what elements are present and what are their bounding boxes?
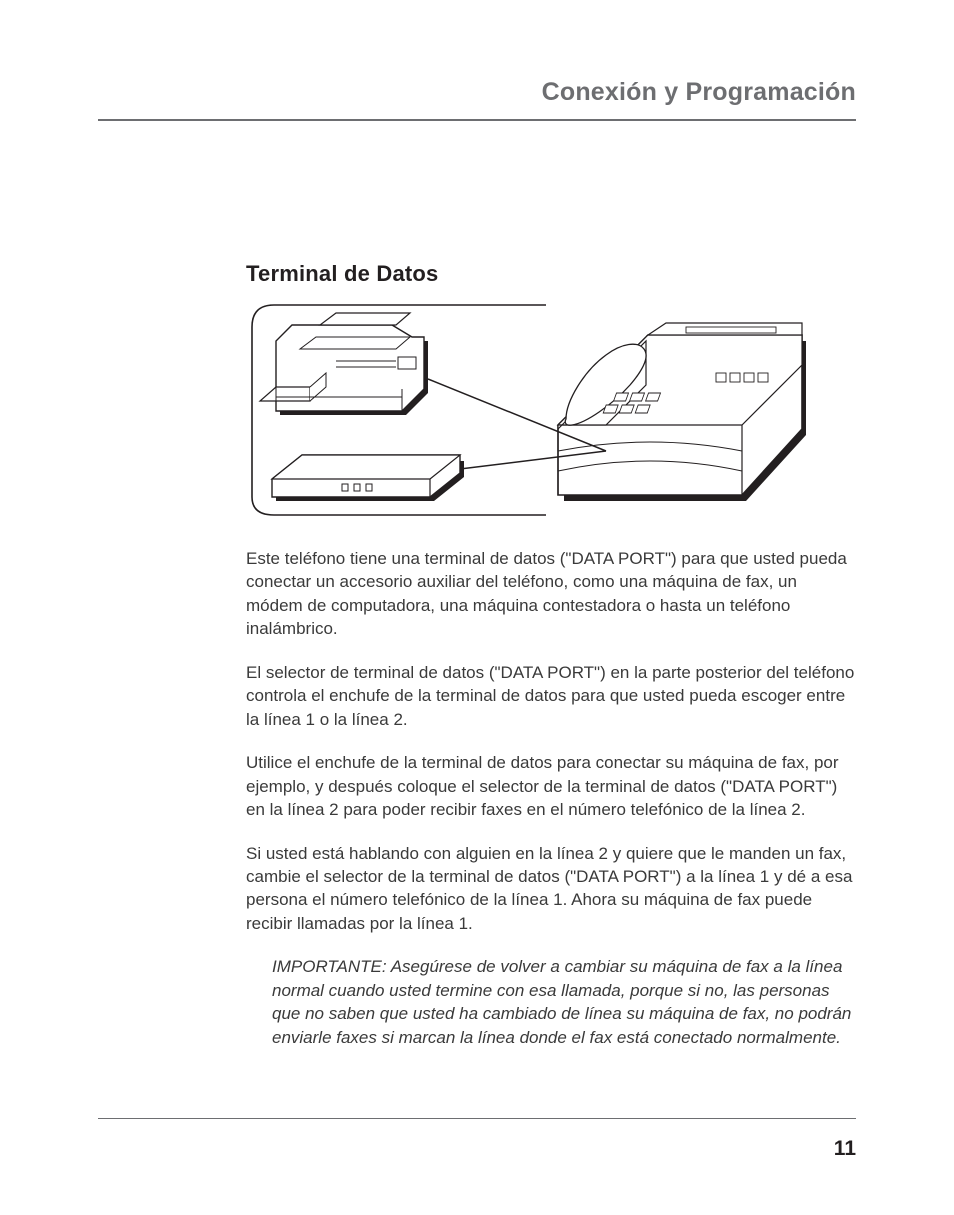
important-note: IMPORTANTE: Asegúrese de volver a cambia… [272, 955, 856, 1049]
footer-rule [98, 1118, 856, 1119]
fax-machine-icon [260, 313, 428, 415]
content-area: Terminal de Datos [246, 261, 856, 1049]
paragraph-4: Si usted está hablando con alguien en la… [246, 842, 856, 936]
figure-data-port [246, 301, 816, 519]
page: Conexión y Programación Terminal de Dato… [0, 0, 954, 1215]
page-number: 11 [834, 1137, 856, 1161]
line-art-illustration [246, 301, 816, 519]
paragraph-3: Utilice el enchufe de la terminal de dat… [246, 751, 856, 821]
telephone-icon [558, 323, 806, 501]
paragraph-2: El selector de terminal de datos ("DATA … [246, 661, 856, 731]
paragraph-1: Este teléfono tiene una terminal de dato… [246, 547, 856, 641]
modem-icon [272, 455, 464, 501]
running-head: Conexión y Programación [98, 78, 856, 121]
section-title: Terminal de Datos [246, 261, 856, 287]
